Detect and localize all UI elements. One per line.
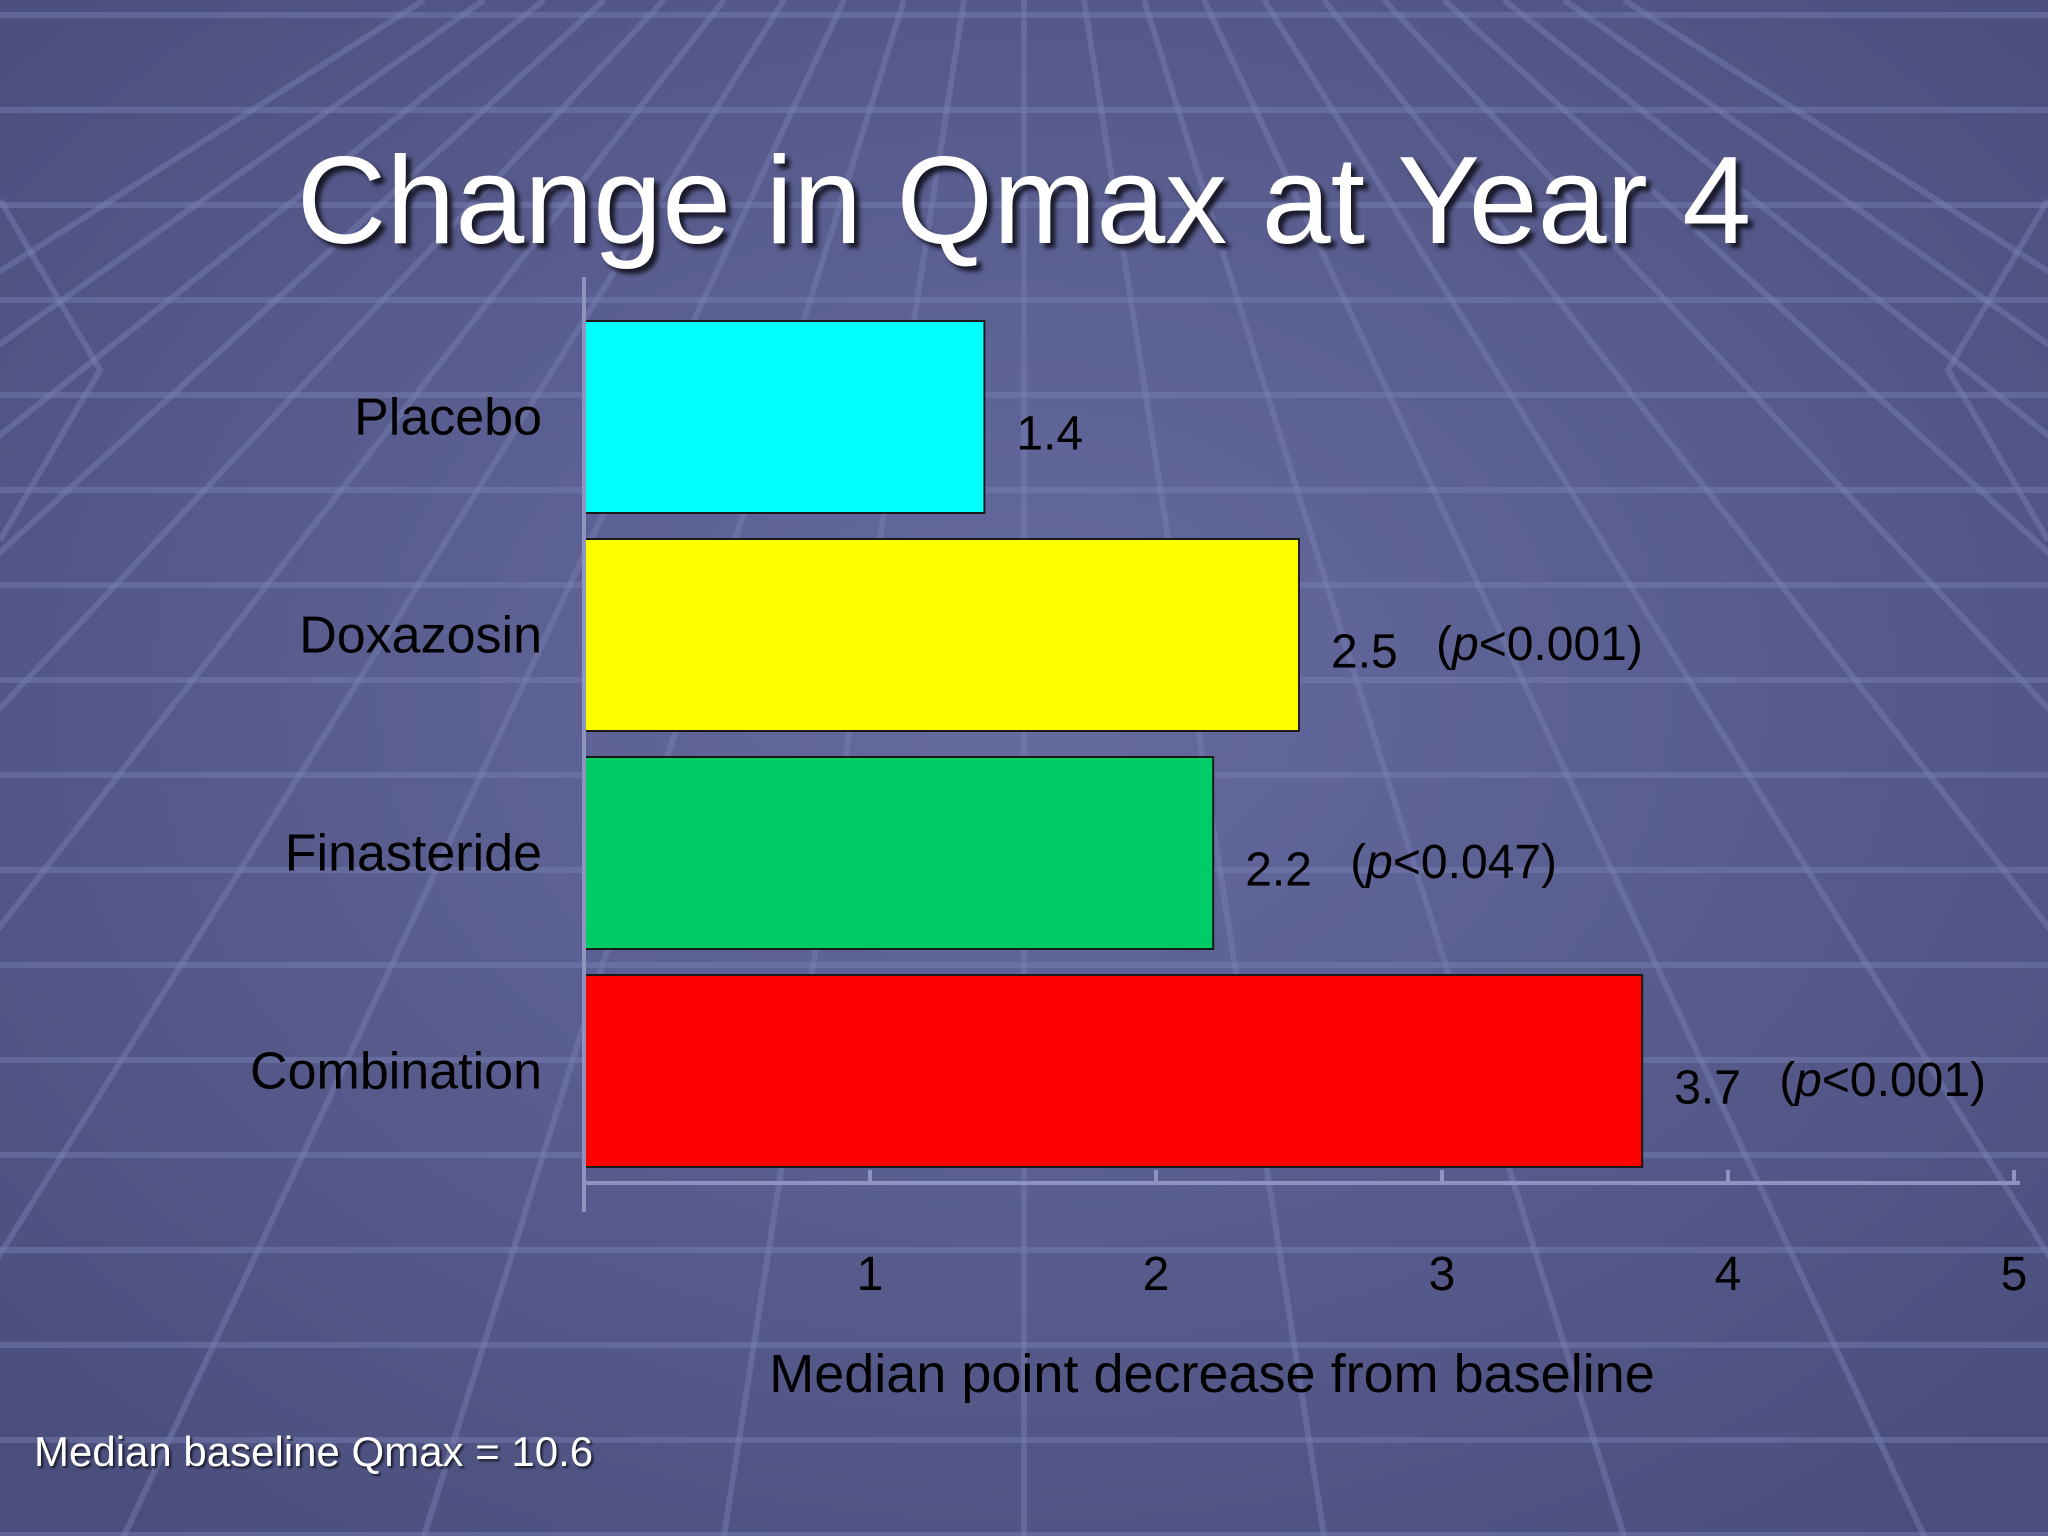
- data-label: 1.4: [1016, 408, 1083, 461]
- category-label: Placebo: [354, 389, 542, 447]
- p-value-label: (p<0.001): [1436, 618, 1643, 671]
- x-tick-label: 2: [1143, 1248, 1170, 1301]
- x-tick-label: 5: [2001, 1248, 2028, 1301]
- category-label: Finasteride: [285, 825, 542, 883]
- p-value-label: (p<0.047): [1350, 836, 1557, 889]
- x-axis-title: Median point decrease from baseline: [769, 1344, 1655, 1404]
- x-tick-label: 4: [1715, 1248, 1742, 1301]
- x-tick-label: 1: [857, 1248, 884, 1301]
- bar-finasteride: [583, 756, 1215, 950]
- slide-title: Change in Qmax at Year 4: [296, 132, 1752, 270]
- bar-placebo: [583, 320, 986, 514]
- data-label: 2.2: [1245, 844, 1312, 897]
- bar-combination: [583, 974, 1644, 1168]
- category-label: Combination: [250, 1043, 542, 1101]
- x-tick-label: 3: [1429, 1248, 1456, 1301]
- baseline-footnote: Median baseline Qmax = 10.6: [34, 1428, 594, 1475]
- category-label: Doxazosin: [299, 607, 542, 665]
- p-value-label: (p<0.001): [1779, 1054, 1986, 1107]
- data-label: 3.7: [1674, 1062, 1741, 1115]
- data-label: 2.5: [1331, 626, 1398, 679]
- bar-doxazosin: [583, 538, 1300, 732]
